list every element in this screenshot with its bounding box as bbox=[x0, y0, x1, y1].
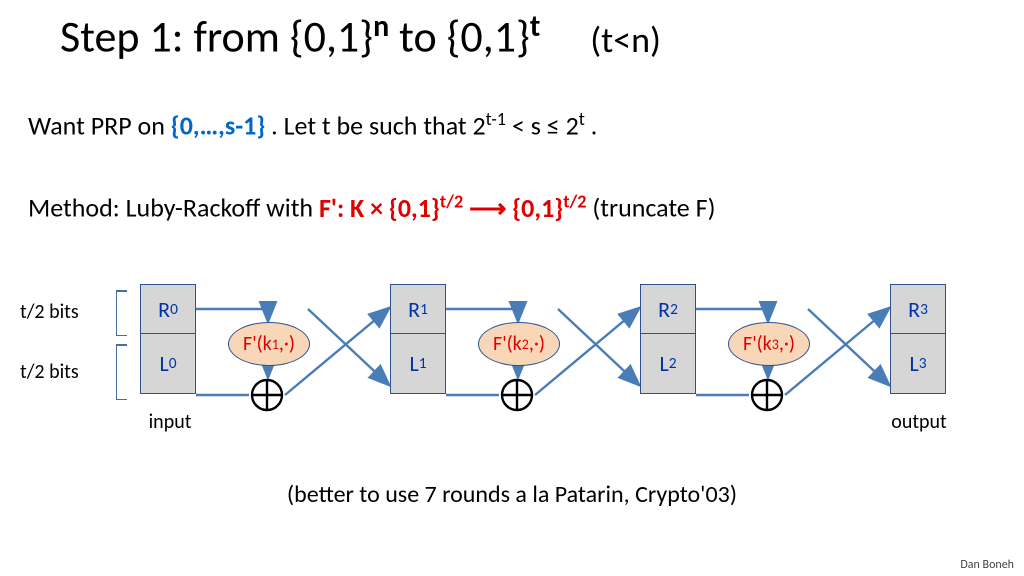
box-r0: R0 bbox=[140, 284, 196, 334]
state-box-0: R0L0 bbox=[140, 284, 196, 394]
bracket-bottom bbox=[116, 344, 129, 400]
l2d: ⟶ {0,1} bbox=[463, 192, 563, 224]
title-mid: to {0,1} bbox=[389, 10, 530, 64]
feistel-diagram: t/2 bits t/2 bits R0L0 R1L1 R2L2 R3L3 F'(k1,… bbox=[20, 270, 1004, 470]
l2f: (truncate F) bbox=[587, 192, 716, 224]
state-box-1: R1L1 bbox=[390, 284, 446, 394]
footnote: (better to use 7 rounds a la Patarin, Cr… bbox=[0, 480, 1024, 509]
l1g: . bbox=[585, 110, 597, 142]
output-label: output bbox=[884, 410, 954, 434]
title-sup-t: t bbox=[530, 8, 540, 45]
box-l0: L0 bbox=[140, 334, 196, 394]
l2a: Method: Luby-Rackoff with bbox=[28, 192, 319, 224]
box-r3: R3 bbox=[890, 284, 946, 334]
l1e: < s ≤ 2 bbox=[506, 110, 579, 142]
l1a: Want PRP on bbox=[28, 110, 171, 142]
attribution: Dan Boneh bbox=[960, 558, 1014, 572]
l2e: t/2 bbox=[563, 190, 586, 212]
box-l2: L2 bbox=[640, 334, 696, 394]
l1d: t-1 bbox=[486, 108, 506, 130]
l2c: t/2 bbox=[440, 190, 463, 212]
bits-label-bottom: t/2 bits bbox=[20, 360, 79, 384]
bracket-top bbox=[116, 290, 129, 336]
text-line-1: Want PRP on {0,…,s-1} . Let t be such th… bbox=[28, 108, 597, 142]
l1b: {0,…,s-1} bbox=[171, 110, 265, 142]
bits-label-top: t/2 bits bbox=[20, 300, 79, 324]
xor-2 bbox=[500, 378, 534, 412]
title-prefix: Step 1: from {0,1} bbox=[60, 10, 373, 64]
slide-title: Step 1: from {0,1}n to {0,1}t (t<n) bbox=[60, 8, 661, 64]
box-r1: R1 bbox=[390, 284, 446, 334]
title-condition: (t<n) bbox=[590, 18, 661, 62]
box-l3: L3 bbox=[890, 334, 946, 394]
state-box-2: R2L2 bbox=[640, 284, 696, 394]
prf-oval-3: F'(k3,·) bbox=[728, 322, 810, 366]
box-r2: R2 bbox=[640, 284, 696, 334]
box-l1: L1 bbox=[390, 334, 446, 394]
xor-1 bbox=[250, 378, 284, 412]
text-line-2: Method: Luby-Rackoff with F': K × {0,1}t… bbox=[28, 190, 715, 224]
xor-3 bbox=[750, 378, 784, 412]
prf-oval-2: F'(k2,·) bbox=[478, 322, 560, 366]
l1c: . Let t be such that 2 bbox=[265, 110, 485, 142]
l2b: F': K × {0,1} bbox=[319, 192, 440, 224]
input-label: input bbox=[140, 410, 200, 434]
state-box-3: R3L3 bbox=[890, 284, 946, 394]
prf-oval-1: F'(k1,·) bbox=[228, 322, 310, 366]
title-sup-n: n bbox=[373, 8, 389, 45]
